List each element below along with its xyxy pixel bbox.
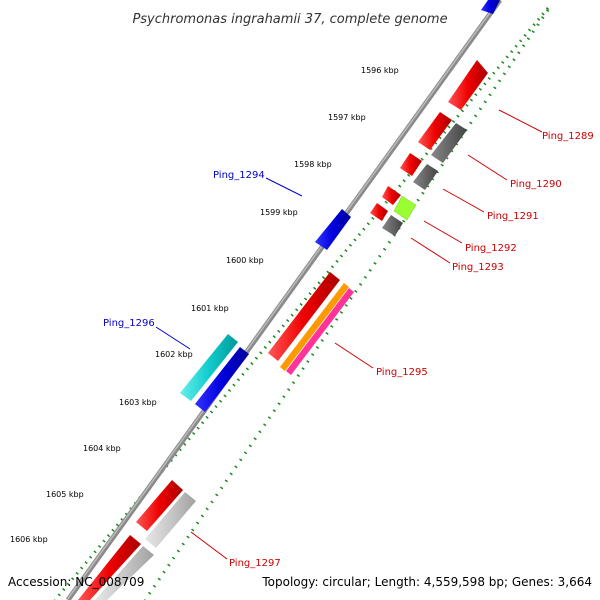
kbp-label: 1602 kbp <box>155 350 193 359</box>
gene-label-ping-1293[interactable]: Ping_1293 <box>452 262 504 273</box>
kbp-label: 1603 kbp <box>119 398 157 407</box>
gene-orange-1295[interactable] <box>280 283 349 371</box>
gene-lightgray-bottom[interactable] <box>95 546 154 600</box>
gene-red-small-a[interactable] <box>382 186 401 205</box>
gene-red-1291[interactable] <box>400 153 422 176</box>
accession-text: Accession: NC_008709 <box>8 575 144 589</box>
gene-ping-1296[interactable] <box>180 334 238 401</box>
gene-ping-1294[interactable] <box>315 209 351 250</box>
inner-tick-track <box>143 9 550 600</box>
gene-label-ping-1297[interactable]: Ping_1297 <box>229 558 281 569</box>
gene-ping-1295[interactable] <box>286 288 354 375</box>
gene-blue-top[interactable] <box>481 0 500 14</box>
gene-ping-1289[interactable] <box>448 60 488 110</box>
kbp-label: 1604 kbp <box>83 444 121 453</box>
gene-label-ping-1292[interactable]: Ping_1292 <box>465 243 517 254</box>
kbp-label: 1597 kbp <box>328 113 366 122</box>
genome-backbone <box>65 0 503 600</box>
leader-lines <box>155 109 543 560</box>
gene-label-ping-1296[interactable]: Ping_1296 <box>103 318 155 329</box>
gene-red-1297[interactable] <box>136 480 183 531</box>
kbp-label: 1598 kbp <box>294 160 332 169</box>
kbp-label: 1601 kbp <box>191 304 229 313</box>
gene-label-ping-1290[interactable]: Ping_1290 <box>510 179 562 190</box>
kbp-label: 1605 kbp <box>46 490 84 499</box>
kbp-label: 1600 kbp <box>226 256 264 265</box>
outer-tick-track <box>53 7 550 600</box>
gene-red-1295[interactable] <box>268 272 340 361</box>
kbp-tick-labels: 1596 kbp 1597 kbp 1598 kbp 1599 kbp 1600… <box>10 66 399 544</box>
kbp-label: 1606 kbp <box>10 535 48 544</box>
genome-summary-text: Topology: circular; Length: 4,559,598 bp… <box>261 575 592 589</box>
gene-ping-1290[interactable] <box>431 123 467 163</box>
gene-label-ping-1295[interactable]: Ping_1295 <box>376 367 428 378</box>
gene-ping-1292[interactable] <box>393 195 417 221</box>
gene-label-ping-1291[interactable]: Ping_1291 <box>487 211 539 222</box>
gene-ping-1291[interactable] <box>413 164 438 190</box>
gene-labels: Ping_1289 Ping_1290 Ping_1291 Ping_1292 … <box>103 131 594 569</box>
kbp-label: 1596 kbp <box>361 66 399 75</box>
gene-label-ping-1289[interactable]: Ping_1289 <box>542 131 594 142</box>
gene-red-bottom[interactable] <box>78 535 141 600</box>
gene-ping-1297[interactable] <box>145 492 196 548</box>
gene-ping-1293[interactable] <box>382 215 403 236</box>
kbp-label: 1599 kbp <box>260 208 298 217</box>
gene-features <box>78 0 500 600</box>
gene-blue-1296[interactable] <box>195 347 249 412</box>
genome-title: Psychromonas ingrahamii 37, complete gen… <box>132 12 447 27</box>
gene-red-1290[interactable] <box>418 112 452 150</box>
gene-label-ping-1294[interactable]: Ping_1294 <box>213 170 265 181</box>
gene-red-small-b[interactable] <box>370 203 388 221</box>
